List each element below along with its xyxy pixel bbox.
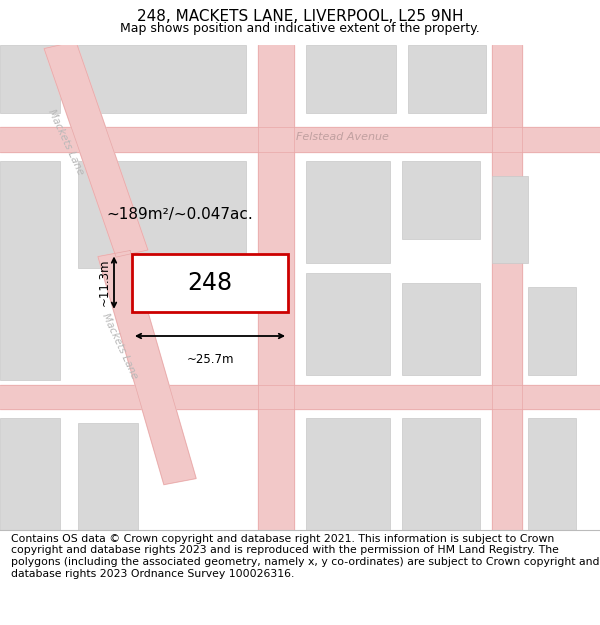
Text: Map shows position and indicative extent of the property.: Map shows position and indicative extent… bbox=[120, 22, 480, 35]
Bar bbox=[0, 45, 60, 113]
Bar bbox=[528, 419, 576, 530]
Text: Felstead Avenue: Felstead Avenue bbox=[296, 132, 388, 142]
Text: ~25.7m: ~25.7m bbox=[186, 353, 234, 366]
Text: Mackets Lane: Mackets Lane bbox=[46, 107, 86, 176]
Bar bbox=[306, 45, 396, 113]
Bar bbox=[0, 161, 60, 379]
Bar bbox=[78, 423, 138, 530]
Bar bbox=[78, 161, 246, 268]
Text: Mackets Lane: Mackets Lane bbox=[100, 311, 140, 380]
Bar bbox=[528, 288, 576, 375]
Bar bbox=[0, 419, 60, 530]
Text: ~11.3m: ~11.3m bbox=[98, 259, 111, 306]
Bar bbox=[306, 161, 390, 263]
Bar bbox=[132, 254, 288, 312]
Text: 248, MACKETS LANE, LIVERPOOL, L25 9NH: 248, MACKETS LANE, LIVERPOOL, L25 9NH bbox=[137, 9, 463, 24]
Polygon shape bbox=[98, 251, 196, 484]
Bar bbox=[78, 45, 246, 113]
Bar bbox=[408, 45, 486, 113]
Bar bbox=[492, 176, 528, 263]
Bar bbox=[306, 273, 390, 375]
Bar bbox=[402, 419, 480, 530]
Bar bbox=[402, 282, 480, 375]
Bar bbox=[402, 161, 480, 239]
Text: 248: 248 bbox=[187, 271, 233, 294]
Bar bbox=[306, 419, 390, 530]
Text: Contains OS data © Crown copyright and database right 2021. This information is : Contains OS data © Crown copyright and d… bbox=[11, 534, 599, 579]
Text: ~189m²/~0.047ac.: ~189m²/~0.047ac. bbox=[107, 208, 253, 222]
Polygon shape bbox=[44, 41, 148, 257]
